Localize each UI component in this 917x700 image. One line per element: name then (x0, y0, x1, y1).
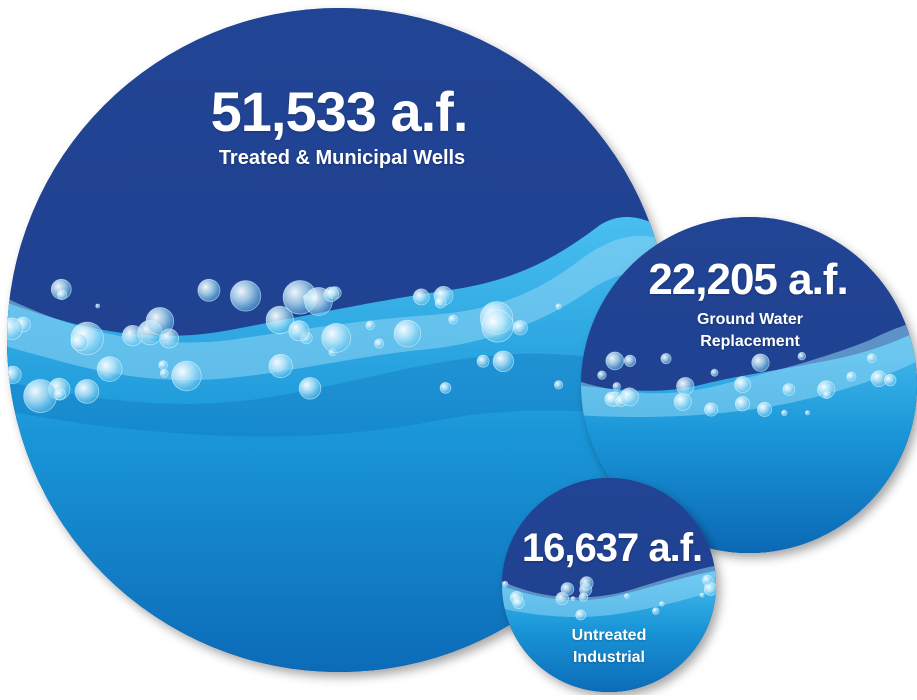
water-bubble (365, 320, 375, 331)
water-bubble (846, 371, 857, 382)
bubble-1-wave-shadow (7, 353, 671, 437)
water-bubble (393, 319, 422, 348)
water-bubble (439, 382, 452, 394)
water-bubble (710, 368, 719, 377)
water-bubble (95, 303, 101, 309)
water-bubble (412, 288, 430, 306)
bubble-2-bubbles (597, 351, 897, 417)
water-bubble (553, 380, 564, 390)
water-bubble (481, 309, 514, 343)
water-bubble (734, 396, 751, 412)
water-bubble (7, 365, 22, 384)
caption-ground-water-line1: Ground Water (696, 311, 804, 328)
water-bubble (476, 354, 490, 368)
water-bubble (374, 338, 385, 349)
caption-ground-water-replacement: Ground Water Replacement (697, 309, 803, 352)
water-bubble (7, 317, 23, 340)
water-bubble (597, 370, 607, 380)
water-bubble (74, 379, 100, 404)
water-bubble (605, 351, 625, 371)
value-label-ground-water-replacement: 22,205 a.f. (648, 255, 848, 304)
bubble-ground-water-replacement (581, 217, 917, 553)
water-bubble (56, 289, 68, 301)
water-bubble (298, 377, 322, 400)
water-bubble (578, 592, 589, 602)
water-bubble (660, 353, 672, 365)
water-bubble (782, 383, 796, 396)
water-bubble (623, 354, 637, 367)
bubble-untreated-industrial (502, 478, 716, 692)
water-bubble (652, 607, 660, 615)
water-bubble (288, 320, 310, 342)
water-bubble (623, 593, 630, 599)
water-bubble (751, 353, 770, 372)
caption-treated-municipal-wells: Treated & Municipal Wells (218, 147, 466, 169)
water-bubble (781, 409, 788, 416)
water-bubble (823, 391, 831, 399)
water-bubble (560, 582, 575, 596)
water-bubble (96, 356, 123, 382)
bubble-3-bubbles (502, 574, 716, 621)
caption-untreated-line1: Untreated (571, 627, 647, 644)
water-bubble (805, 410, 811, 416)
water-bubble (70, 333, 89, 351)
water-bubble (448, 314, 459, 325)
water-bubble (866, 353, 877, 364)
water-bubble (512, 596, 525, 610)
water-bubble (159, 368, 169, 378)
caption-untreated-industrial: Untreated Industrial (572, 625, 647, 668)
water-bubble (321, 322, 352, 353)
water-bubble (579, 576, 594, 591)
water-bubble (659, 601, 665, 607)
water-bubble (53, 388, 66, 401)
bubble-3-wave-crest (502, 565, 716, 618)
water-bubble (702, 574, 713, 586)
water-bubble (673, 392, 692, 411)
water-bubble (23, 379, 58, 413)
caption-untreated-line2: Industrial (572, 648, 645, 666)
water-bubble (884, 373, 897, 387)
caption-ground-water-line2: Replacement (700, 332, 800, 350)
water-bubble (797, 352, 806, 361)
water-bubble (502, 580, 509, 587)
water-bubble (676, 377, 695, 396)
water-bubble (145, 307, 175, 336)
water-bubble (570, 596, 576, 601)
water-bubble (612, 382, 621, 391)
water-bubble (323, 286, 339, 303)
water-bubble (230, 280, 262, 312)
water-bubble (265, 305, 294, 335)
water-bubble (171, 360, 202, 392)
water-bubble (625, 395, 630, 401)
bubble-2-wave-crest (581, 320, 917, 417)
water-bubble (512, 320, 528, 336)
water-bubble (197, 278, 221, 302)
value-label-treated-municipal-wells: 51,533 a.f. (210, 80, 469, 143)
water-bubble (704, 402, 719, 417)
water-bubble (268, 353, 293, 379)
water-bubble (492, 350, 515, 373)
water-bubble (757, 401, 773, 417)
water-bubble (434, 297, 447, 309)
water-bubble (699, 592, 705, 598)
water-bubble (734, 376, 751, 394)
value-label-untreated-industrial: 16,637 a.f. (521, 526, 703, 570)
water-bubble (555, 303, 562, 310)
water-bubble (575, 609, 587, 621)
water-bubble (158, 360, 168, 370)
